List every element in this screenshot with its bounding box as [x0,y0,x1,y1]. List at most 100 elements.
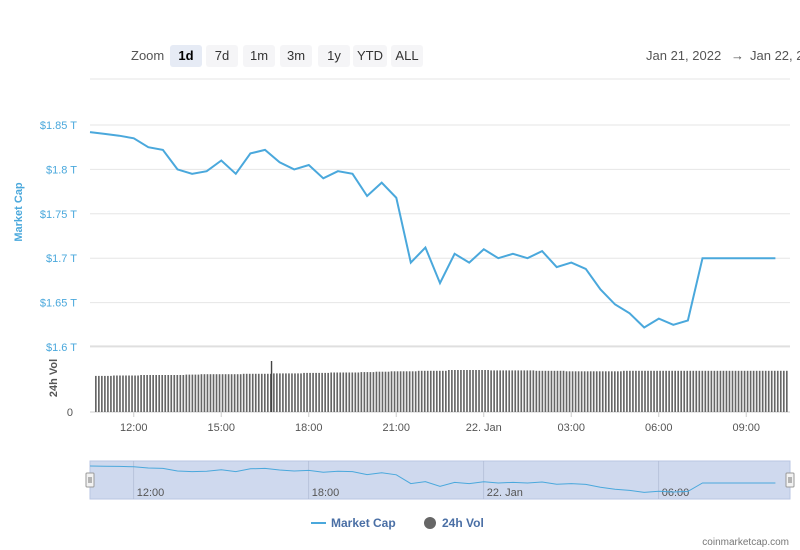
volume-bar [538,370,541,412]
volume-bar [128,375,130,412]
volume-bar [95,375,97,412]
volume-bar [348,372,351,412]
navigator-right-handle[interactable] [785,472,795,488]
volume-bar [620,371,622,412]
zoom-1y-button[interactable]: 1y [318,45,350,67]
volume-bar [665,370,667,412]
range-end-date[interactable]: Jan 22, 2022 [750,48,800,63]
volume-bar [713,370,716,412]
legend-volume-label[interactable]: 24h Vol [442,516,484,530]
volume-bar [188,374,191,412]
volume-bar [420,370,423,412]
volume-bar [571,371,574,412]
volume-bar [671,370,673,412]
volume-bar [206,374,209,412]
volume-bar [197,374,200,412]
volume-bar [306,372,308,412]
volume-bar [583,371,586,412]
volume-bar [610,371,613,412]
volume-bar [502,370,505,412]
zoom-all-button[interactable]: ALL [391,45,423,67]
navigator-tick-label: 12:00 [137,487,165,499]
volume-bar [662,370,664,412]
volume-bar [728,370,731,412]
zoom-label: Zoom [131,48,165,63]
volume-bar [607,371,610,412]
volume-bar [381,371,384,412]
volume-bar [224,374,227,412]
volume-bar [481,370,483,412]
volume-bar [764,370,767,412]
volume-bar [457,370,459,412]
volume-bar [402,371,405,412]
volume-bar [327,372,329,412]
volume-bar [176,375,179,412]
volume-bar [384,371,387,412]
volume-bar [490,370,492,412]
volume-bar [276,373,278,412]
y-tick-label: $1.75 T [40,209,77,221]
volume-bar [215,374,218,412]
volume-bar [767,370,770,412]
volume-bar [659,370,661,412]
volume-bar [288,373,290,412]
legend-volume-symbol [424,517,436,529]
volume-bar [194,374,197,412]
volume-bar [257,373,260,412]
volume-bar [179,375,182,412]
volume-bar [592,371,595,412]
volume-bar [140,375,142,412]
volume-bar [707,370,710,412]
chart-credit[interactable]: coinmarketcap.com [702,537,789,548]
volume-bar [330,372,333,412]
volume-bar [448,370,450,412]
range-start-date[interactable]: Jan 21, 2022 [646,48,722,63]
volume-bar [469,370,471,412]
volume-bar [300,373,302,412]
navigator-left-handle[interactable] [85,472,95,488]
navigator-tick-label: 06:00 [662,487,690,499]
volume-bar [782,370,785,412]
legend-market-cap-label[interactable]: Market Cap [331,516,396,530]
volume-bar [550,370,553,412]
volume-bar [544,370,547,412]
chart-toolbar: Zoom 1d 7d 1m 3m 1y YTD ALL Jan 21, 2022… [0,0,800,80]
volume-bar [291,373,293,412]
volume-bar [686,370,689,412]
volume-bar [562,370,565,412]
volume-bar [698,370,701,412]
zoom-ytd-button[interactable]: YTD [353,45,387,67]
volume-bar [632,370,634,412]
volume-bar [303,372,305,412]
volume-bar [191,374,194,412]
volume-bar [580,371,583,412]
zoom-7d-button[interactable]: 7d [206,45,238,67]
volume-bar [508,370,511,412]
zoom-1d-button[interactable]: 1d [170,45,202,67]
volume-bar [173,375,176,412]
volume-bar [158,375,161,412]
navigator-tick-label: 18:00 [312,487,340,499]
volume-bar [613,371,616,412]
volume-bar [493,370,495,412]
volume-bar [375,371,378,412]
x-tick-label: 18:00 [295,422,323,434]
volume-bar [354,372,357,412]
volume-bar [677,370,680,412]
zoom-3m-button[interactable]: 3m [280,45,312,67]
volume-bar [390,371,393,412]
volume-bar [499,370,501,412]
volume-zero-label: 0 [67,407,73,419]
volume-bar [683,370,686,412]
volume-bar [674,370,676,412]
volume-bar [333,372,336,412]
volume-bar [372,372,375,412]
volume-bar [568,371,571,412]
volume-bar [716,370,719,412]
volume-bar [601,371,604,412]
zoom-1m-button[interactable]: 1m [243,45,275,67]
volume-bar [523,370,526,412]
volume-bar [526,370,529,412]
volume-bar [466,370,468,412]
volume-bar [556,370,559,412]
